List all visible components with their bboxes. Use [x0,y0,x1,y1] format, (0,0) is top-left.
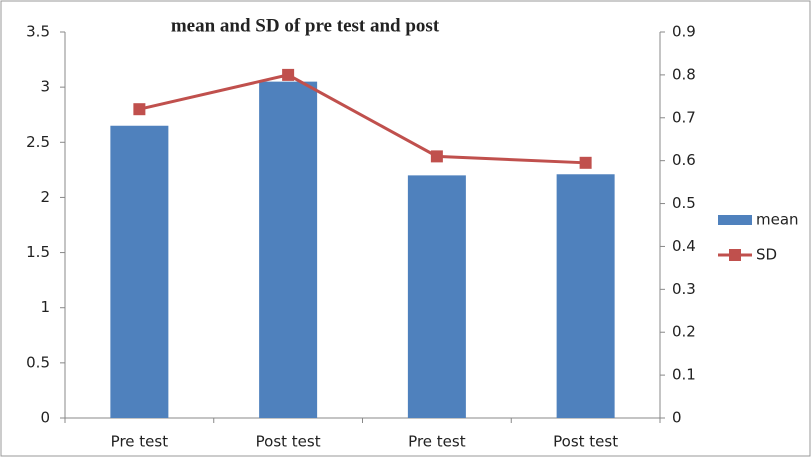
y2-tick-label: 0.4 [672,237,696,255]
y2-tick-label: 0.9 [672,23,696,41]
y2-tick-label: 0.2 [672,323,696,341]
y-tick-label: 3.5 [26,23,50,41]
bar [556,174,615,418]
y2-tick-label: 0 [672,409,682,427]
y2-tick-label: 0.7 [672,108,696,126]
y2-tick-label: 0.3 [672,280,696,298]
bar [407,175,466,418]
sd-marker [282,68,295,81]
y2-tick-label: 0.8 [672,65,696,83]
y-tick-label: 1 [40,298,50,316]
y-tick-label: 3 [40,78,50,96]
sd-marker [579,156,592,169]
legend-label: mean [756,211,799,229]
bar [259,81,318,418]
x-tick-label: Post test [553,433,618,451]
y-tick-label: 0 [40,409,50,427]
x-tick-label: Pre test [111,433,169,451]
y2-tick-label: 0.6 [672,151,696,169]
legend-label: SD [756,246,777,264]
y2-tick-label: 0.1 [672,366,696,384]
sd-line [139,73,586,165]
bar [110,125,169,418]
x-tick-label: Pre test [408,433,466,451]
sd-marker [430,150,443,163]
chart-title: mean and SD of pre test and post [171,15,440,36]
legend-marker [729,249,741,261]
y-tick-label: 1.5 [26,243,50,261]
x-tick-label: Post test [256,433,321,451]
y-tick-label: 0.5 [26,353,50,371]
sd-marker [133,103,146,116]
y-tick-label: 2.5 [26,133,50,151]
y2-tick-label: 0.5 [672,194,696,212]
legend-swatch [718,215,752,225]
y-tick-label: 2 [40,188,50,206]
